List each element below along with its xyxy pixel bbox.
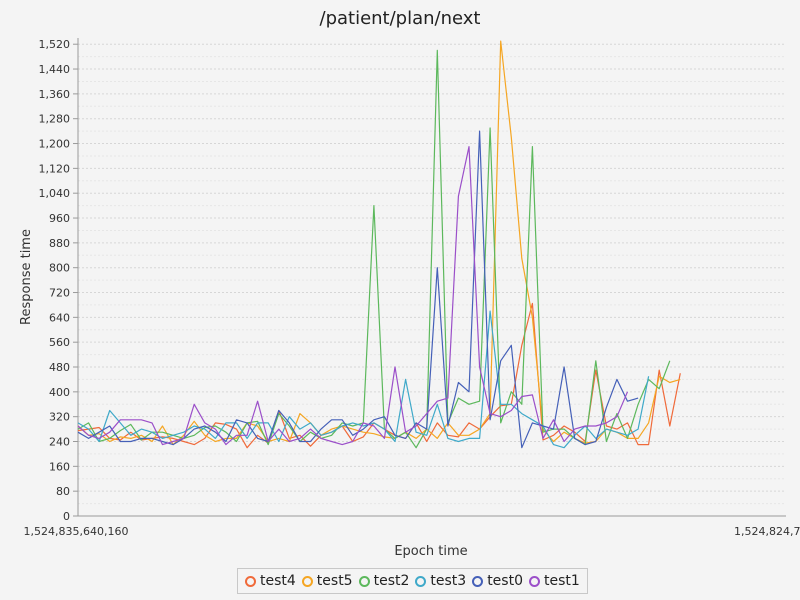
y-tick-label: 640 bbox=[49, 311, 70, 324]
y-tick-label: 1,120 bbox=[39, 162, 71, 175]
legend-label: test3 bbox=[430, 573, 466, 589]
y-tick-label: 160 bbox=[49, 460, 70, 473]
y-tick-label: 240 bbox=[49, 436, 70, 449]
legend-label: test1 bbox=[544, 573, 580, 589]
y-tick-label: 1,040 bbox=[39, 187, 71, 200]
y-tick-label: 1,200 bbox=[39, 138, 71, 151]
legend-marker-icon bbox=[302, 576, 313, 587]
legend-marker-icon bbox=[245, 576, 256, 587]
legend-item-test4[interactable]: test4 bbox=[245, 573, 296, 589]
x-tick-label-start: 1,524,835,640,160 bbox=[24, 525, 129, 538]
legend-label: test2 bbox=[374, 573, 410, 589]
chart-title: /patient/plan/next bbox=[320, 8, 481, 29]
legend-item-test5[interactable]: test5 bbox=[302, 573, 353, 589]
y-tick-label: 1,440 bbox=[39, 63, 71, 76]
legend-item-test2[interactable]: test2 bbox=[359, 573, 410, 589]
chart-legend: test4 test5 test2 test3 test0 test1 bbox=[237, 568, 588, 594]
x-tick-label-end: 1,524,824,7 bbox=[734, 525, 800, 538]
y-tick-label: 880 bbox=[49, 237, 70, 250]
y-tick-label: 1,360 bbox=[39, 88, 71, 101]
legend-marker-icon bbox=[529, 576, 540, 587]
y-tick-label: 80 bbox=[56, 485, 70, 498]
legend-label: test5 bbox=[317, 573, 353, 589]
y-axis-ticks: 0 80 160 240 320 400 480 560 640 720 800 880 960 1,04… bbox=[39, 38, 79, 523]
x-axis-label: Epoch time bbox=[394, 544, 467, 559]
legend-item-test0[interactable]: test0 bbox=[472, 573, 523, 589]
legend-label: test4 bbox=[260, 573, 296, 589]
legend-item-test1[interactable]: test1 bbox=[529, 573, 580, 589]
y-tick-label: 1,280 bbox=[39, 113, 71, 126]
legend-marker-icon bbox=[472, 576, 483, 587]
plot-area bbox=[78, 38, 786, 516]
legend-label: test0 bbox=[487, 573, 523, 589]
y-tick-label: 480 bbox=[49, 361, 70, 374]
legend-marker-icon bbox=[359, 576, 370, 587]
y-tick-label: 400 bbox=[49, 386, 70, 399]
y-tick-label: 720 bbox=[49, 287, 70, 300]
y-tick-label: 560 bbox=[49, 336, 70, 349]
y-tick-label: 800 bbox=[49, 262, 70, 275]
y-tick-label: 1,520 bbox=[39, 38, 71, 51]
y-tick-label: 320 bbox=[49, 411, 70, 424]
legend-item-test3[interactable]: test3 bbox=[415, 573, 466, 589]
y-tick-label: 0 bbox=[63, 510, 70, 523]
y-axis-label: Response time bbox=[19, 229, 34, 325]
y-tick-label: 960 bbox=[49, 212, 70, 225]
legend-marker-icon bbox=[415, 576, 426, 587]
